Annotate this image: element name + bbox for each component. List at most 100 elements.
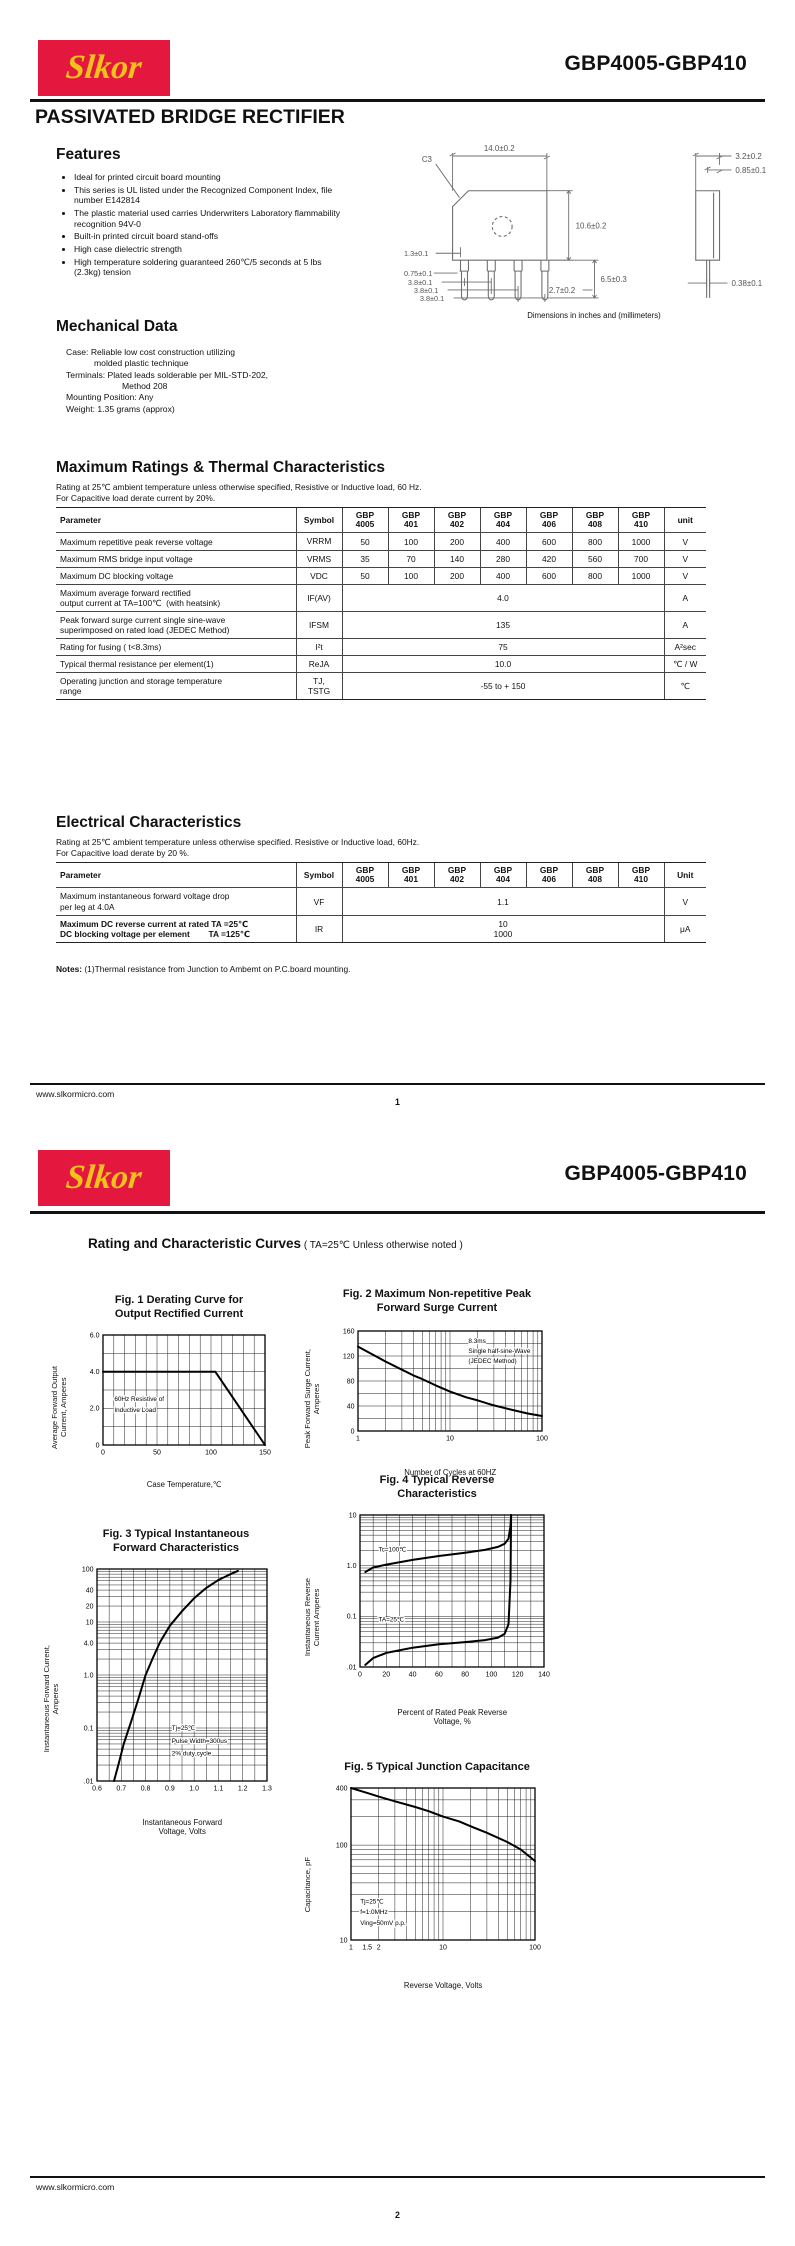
curves-condition-text: ( TA=25℃ Unless otherwise noted ) [301, 1240, 463, 1251]
feature-item: High case dielectric strength [74, 244, 346, 255]
package-outline-figure: 14.0±0.2 C3 10.6±0.2 6.5±0.3 2.7±0.2 1.3… [404, 144, 767, 303]
table-row: Rating for fusing ( t<8.3ms) I²t 75 A²sec [56, 638, 706, 657]
column-header: unit [663, 506, 706, 534]
figure-4-ylabel: Instantaneous Reverse Current Amperes [303, 1577, 322, 1656]
column-header: GBP 4005 [341, 861, 388, 889]
figure-2-ylabel: Peak Forward Surge Current, Amperes [303, 1349, 322, 1449]
svg-text:100: 100 [205, 1449, 217, 1456]
fig2-plot-area: 1 10 100 0 40 80 120 160 8.3ms Single half-sine-W… [343, 1328, 548, 1442]
unit-cell: V [663, 887, 706, 916]
table-row: Maximum DC reverse current at rated TA =… [56, 914, 706, 943]
symbol-cell: VDC [295, 566, 342, 585]
value-cell-span: 4.0 [341, 583, 664, 612]
svg-text:1: 1 [349, 1944, 353, 1951]
svg-text:80: 80 [347, 1378, 355, 1385]
package-drawing: 14.0±0.2 C3 10.6±0.2 6.5±0.3 2.7±0.2 1.3… [398, 136, 790, 320]
electrical-heading: Electrical Characteristics [56, 814, 242, 831]
dim-lead-length: 6.5±0.3 [600, 275, 627, 284]
symbol-cell: VRRM [295, 532, 342, 551]
table-row: Operating junction and storage temperatu… [56, 672, 706, 701]
table-row: Typical thermal resistance per element(1… [56, 655, 706, 674]
figure-1-chart: 0 50 100 150 0 2.0 4.0 6.0 60Hz Resistive of Indu… [69, 1327, 283, 1478]
svg-text:Single half-sine-Wave: Single half-sine-Wave [469, 1348, 531, 1355]
svg-text:4.0: 4.0 [90, 1369, 100, 1376]
svg-text:0: 0 [96, 1442, 100, 1449]
unit-cell: ℃ [663, 672, 706, 701]
mechanical-line: Mounting Position: Any [66, 392, 154, 403]
parameter-cell: Operating junction and storage temperatu… [56, 672, 296, 701]
header-rule [30, 1211, 765, 1214]
svg-text:80: 80 [461, 1671, 469, 1678]
svg-text:2: 2 [377, 1944, 381, 1951]
table-header-row: Parameter Symbol GBP 4005 GBP 401 GBP 402 GBP… [56, 506, 706, 534]
svg-text:400: 400 [336, 1785, 348, 1792]
fig2-series-surge [357, 1345, 544, 1417]
svg-text:0: 0 [101, 1449, 105, 1456]
svg-text:1.2: 1.2 [238, 1785, 248, 1792]
mechanical-lines: Case: Reliable low cost construction uti… [66, 347, 268, 415]
value-cell: 50 [341, 566, 388, 585]
parameter-cell: Typical thermal resistance per element(1… [56, 655, 296, 674]
svg-text:0.1: 0.1 [84, 1725, 94, 1732]
value-cell: 50 [341, 532, 388, 551]
column-header: GBP 408 [571, 861, 618, 889]
dim-lead-thickness: 0.38±0.1 [731, 279, 762, 288]
figure-3-ylabel: Instantaneous Forward Current, Amperes [42, 1645, 61, 1753]
slkor-logo: Slkor [38, 40, 170, 96]
feature-item: Ideal for printed circuit board mounting [74, 172, 346, 183]
page-number: 1 [395, 1097, 400, 1107]
table-row: Maximum RMS bridge input voltage VRMS 35 70… [56, 549, 706, 568]
svg-text:0.8: 0.8 [141, 1785, 151, 1792]
svg-text:1.1: 1.1 [214, 1785, 224, 1792]
figure-3-forward-characteristics: Fig. 3 Typical Instantaneous Forward Cha… [42, 1528, 310, 1837]
unit-cell: μA [663, 914, 706, 943]
column-header: Parameter [56, 861, 296, 889]
svg-text:0.9: 0.9 [165, 1785, 175, 1792]
svg-text:2% duty cycle: 2% duty cycle [172, 1750, 212, 1757]
svg-text:8.3ms: 8.3ms [469, 1338, 486, 1345]
dim-lead-stub: 2.7±0.2 [549, 286, 575, 295]
symbol-cell: VRMS [295, 549, 342, 568]
figure-5-junction-capacitance: Fig. 5 Typical Junction Capacitance Capa… [303, 1761, 571, 1990]
svg-text:1.0: 1.0 [189, 1785, 199, 1792]
mechanical-line: Case: Reliable low cost construction uti… [66, 347, 236, 357]
value-cell: 1000 [617, 566, 664, 585]
dim-thickness: 3.2±0.2 [735, 152, 761, 161]
fig5-series-cj [350, 1786, 537, 1862]
value-cell-span: 10 1000 [341, 914, 664, 943]
max-ratings-condition-2: For Capacitive load derate current by 20… [56, 493, 216, 503]
value-cell: 280 [479, 549, 526, 568]
svg-text:10: 10 [446, 1435, 454, 1442]
svg-text:0.6: 0.6 [92, 1785, 102, 1792]
svg-text:0.1: 0.1 [347, 1613, 357, 1620]
figure-5-ylabel: Capacitance, pF [303, 1857, 312, 1913]
column-header: GBP 408 [571, 506, 618, 534]
symbol-cell: IFSM [295, 610, 342, 640]
fig1-series-derating [102, 1370, 267, 1446]
svg-text:120: 120 [512, 1671, 524, 1678]
svg-text:100: 100 [336, 1842, 348, 1849]
svg-text:20: 20 [86, 1603, 94, 1610]
figure-2-surge-current: Fig. 2 Maximum Non-repetitive Peak Forwa… [303, 1288, 571, 1477]
fig4-series-Tc=100C [364, 1513, 513, 1573]
feature-item: Built-in printed circuit board stand-off… [74, 231, 346, 242]
package-body-front [452, 190, 548, 261]
table-row: Maximum DC blocking voltage VDC 50 100 200 40… [56, 566, 706, 585]
slkor-logo: Slkor [38, 1150, 170, 1206]
value-cell: 800 [571, 566, 618, 585]
svg-text:Tj=25℃: Tj=25℃ [360, 1898, 383, 1905]
svg-text:160: 160 [343, 1328, 355, 1335]
figure-2-chart: 1 10 100 0 40 80 120 160 8.3ms Single half-sine-W… [322, 1321, 564, 1466]
value-cell-span: 75 [341, 638, 664, 657]
svg-text:6.0: 6.0 [90, 1332, 100, 1339]
column-header: GBP 404 [479, 861, 526, 889]
figure-1-xlabel: Case Temperature,℃ [146, 1479, 222, 1489]
svg-text:.01: .01 [347, 1664, 357, 1671]
parameter-cell: Maximum DC reverse current at rated TA =… [56, 914, 296, 943]
parameter-cell: Maximum RMS bridge input voltage [56, 549, 296, 568]
figure-2-title: Fig. 2 Maximum Non-repetitive Peak Forwa… [342, 1288, 532, 1314]
package-leads [459, 260, 550, 301]
svg-text:TA=25℃: TA=25℃ [379, 1616, 405, 1623]
value-cell: 700 [617, 549, 664, 568]
figure-1-derating-curve: Fig. 1 Derating Curve for Output Rectifi… [50, 1294, 308, 1489]
